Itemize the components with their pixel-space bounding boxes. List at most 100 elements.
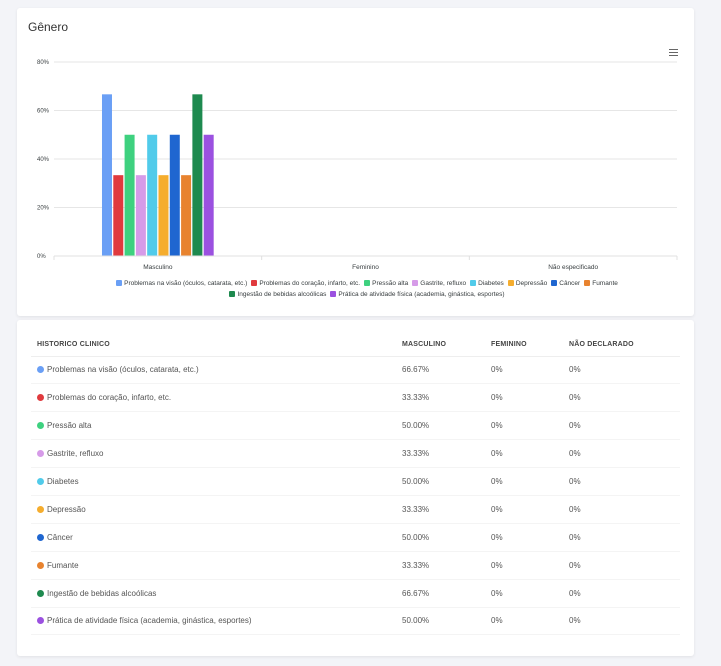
table-row: Fumante 33.33% 0% 0% xyxy=(31,551,680,580)
legend-swatch xyxy=(412,280,419,286)
legend-swatch xyxy=(551,280,558,286)
color-dot xyxy=(37,589,44,597)
row-masculino: 66.67% xyxy=(402,356,491,385)
row-label: Problemas na visão (óculos, catarata, et… xyxy=(47,365,199,375)
x-tick-label: Não especificado xyxy=(548,264,598,271)
bar xyxy=(158,175,169,256)
table-row: Câncer 50.00% 0% 0% xyxy=(31,523,680,552)
row-label: Ingestão de bebidas alcoólicas xyxy=(47,588,157,598)
legend-item[interactable]: Diabetes xyxy=(470,278,504,289)
color-dot xyxy=(37,617,44,625)
row-name: Depressão xyxy=(31,495,402,524)
table-row: Prática de atividade física (academia, g… xyxy=(31,607,680,636)
row-feminino: 0% xyxy=(491,411,569,441)
chart-title: Gênero xyxy=(28,20,69,34)
chart-legend: Problemas na visão (óculos, catarata, et… xyxy=(77,278,657,300)
chart-card: Gênero 80% 60% 40% 20% 0% Masculino Feminino Nã… xyxy=(17,8,694,316)
table-row: Diabetes 50.00% 0% 0% xyxy=(31,467,680,496)
row-nao-declarado: 0% xyxy=(569,383,680,413)
legend-item[interactable]: Gastrite, refluxo xyxy=(412,278,466,289)
legend-label: Gastrite, refluxo xyxy=(420,280,467,287)
legend-item[interactable]: Problemas do coração, infarto, etc. xyxy=(251,278,360,289)
bar xyxy=(181,175,192,256)
row-nao-declarado: 0% xyxy=(569,467,680,496)
color-dot xyxy=(37,366,44,374)
row-nao-declarado: 0% xyxy=(569,495,680,524)
x-tick-label: Feminino xyxy=(352,264,379,271)
header-feminino: FEMININO xyxy=(491,334,569,357)
row-label: Gastrite, refluxo xyxy=(47,449,104,459)
color-dot xyxy=(37,450,44,458)
row-feminino: 0% xyxy=(491,551,569,580)
row-name: Pressão alta xyxy=(31,411,402,441)
table-row: Ingestão de bebidas alcoólicas 66.67% 0% 0% xyxy=(31,579,680,608)
table-header-row: HISTORICO CLINICO MASCULINO FEMININO NÃO… xyxy=(31,334,680,357)
row-name: Prática de atividade física (academia, g… xyxy=(31,607,402,636)
legend-item[interactable]: Fumante xyxy=(584,278,618,289)
row-nao-declarado: 0% xyxy=(569,356,680,385)
menu-icon[interactable] xyxy=(669,49,678,57)
row-feminino: 0% xyxy=(491,439,569,469)
color-dot xyxy=(37,394,44,402)
row-label: Depressão xyxy=(47,504,86,514)
y-tick-label: 40% xyxy=(37,157,50,163)
legend-swatch xyxy=(470,280,477,286)
row-masculino: 50.00% xyxy=(402,411,491,441)
row-name: Diabetes xyxy=(31,467,402,496)
legend-label: Diabetes xyxy=(478,280,504,287)
row-masculino: 33.33% xyxy=(402,551,491,580)
legend-item[interactable]: Pressão alta xyxy=(364,278,408,289)
row-label: Câncer xyxy=(47,532,73,542)
table-row: Pressão alta 50.00% 0% 0% xyxy=(31,411,680,441)
row-name: Problemas na visão (óculos, catarata, et… xyxy=(31,356,402,385)
legend-label: Ingestão de bebidas alcoólicas xyxy=(237,291,327,298)
header-masculino: MASCULINO xyxy=(402,334,491,357)
row-nao-declarado: 0% xyxy=(569,579,680,608)
color-dot xyxy=(37,561,44,569)
bar xyxy=(203,134,214,256)
legend-label: Fumante xyxy=(592,280,618,287)
row-label: Problemas do coração, infarto, etc. xyxy=(47,393,172,403)
header-nao-declarado: NÃO DECLARADO xyxy=(569,334,680,357)
table-row: Depressão 33.33% 0% 0% xyxy=(31,495,680,524)
row-feminino: 0% xyxy=(491,383,569,413)
legend-swatch xyxy=(584,280,591,286)
color-dot xyxy=(37,422,44,430)
bar xyxy=(147,134,158,256)
y-tick-label: 0% xyxy=(37,254,46,260)
row-name: Ingestão de bebidas alcoólicas xyxy=(31,579,402,608)
row-nao-declarado: 0% xyxy=(569,523,680,552)
row-feminino: 0% xyxy=(491,356,569,385)
y-tick-label: 60% xyxy=(37,109,50,115)
x-tick-label: Masculino xyxy=(143,264,173,271)
row-masculino: 50.00% xyxy=(402,607,491,636)
row-label: Diabetes xyxy=(47,477,79,486)
row-feminino: 0% xyxy=(491,467,569,496)
row-feminino: 0% xyxy=(491,607,569,636)
header-historico: HISTORICO CLINICO xyxy=(31,334,402,357)
row-nao-declarado: 0% xyxy=(569,551,680,580)
legend-swatch xyxy=(364,280,371,286)
legend-item[interactable]: Prática de atividade física (academia, g… xyxy=(330,289,505,300)
legend-swatch xyxy=(229,291,236,297)
bar-chart: 80% 60% 40% 20% 0% Masculino Feminino Não espec… xyxy=(37,60,678,271)
bar xyxy=(113,175,124,256)
legend-item[interactable]: Problemas na visão (óculos, catarata, et… xyxy=(116,278,247,289)
row-masculino: 33.33% xyxy=(402,495,491,524)
legend-swatch xyxy=(116,280,123,286)
legend-item[interactable]: Câncer xyxy=(551,278,580,289)
bar xyxy=(169,134,180,256)
legend-swatch xyxy=(507,280,514,286)
row-name: Câncer xyxy=(31,523,402,552)
color-dot xyxy=(37,533,44,541)
y-tick-label: 80% xyxy=(37,60,50,66)
row-label: Fumante xyxy=(47,560,79,570)
legend-item[interactable]: Depressão xyxy=(507,278,548,289)
row-label: Prática de atividade física (academia, g… xyxy=(47,616,252,626)
row-label: Pressão alta xyxy=(47,421,92,431)
row-name: Problemas do coração, infarto, etc. xyxy=(31,383,402,413)
legend-label: Câncer xyxy=(559,280,581,287)
legend-label: Depressão xyxy=(515,280,548,287)
legend-item[interactable]: Ingestão de bebidas alcoólicas xyxy=(229,289,326,300)
legend-label: Problemas do coração, infarto, etc. xyxy=(259,280,361,287)
